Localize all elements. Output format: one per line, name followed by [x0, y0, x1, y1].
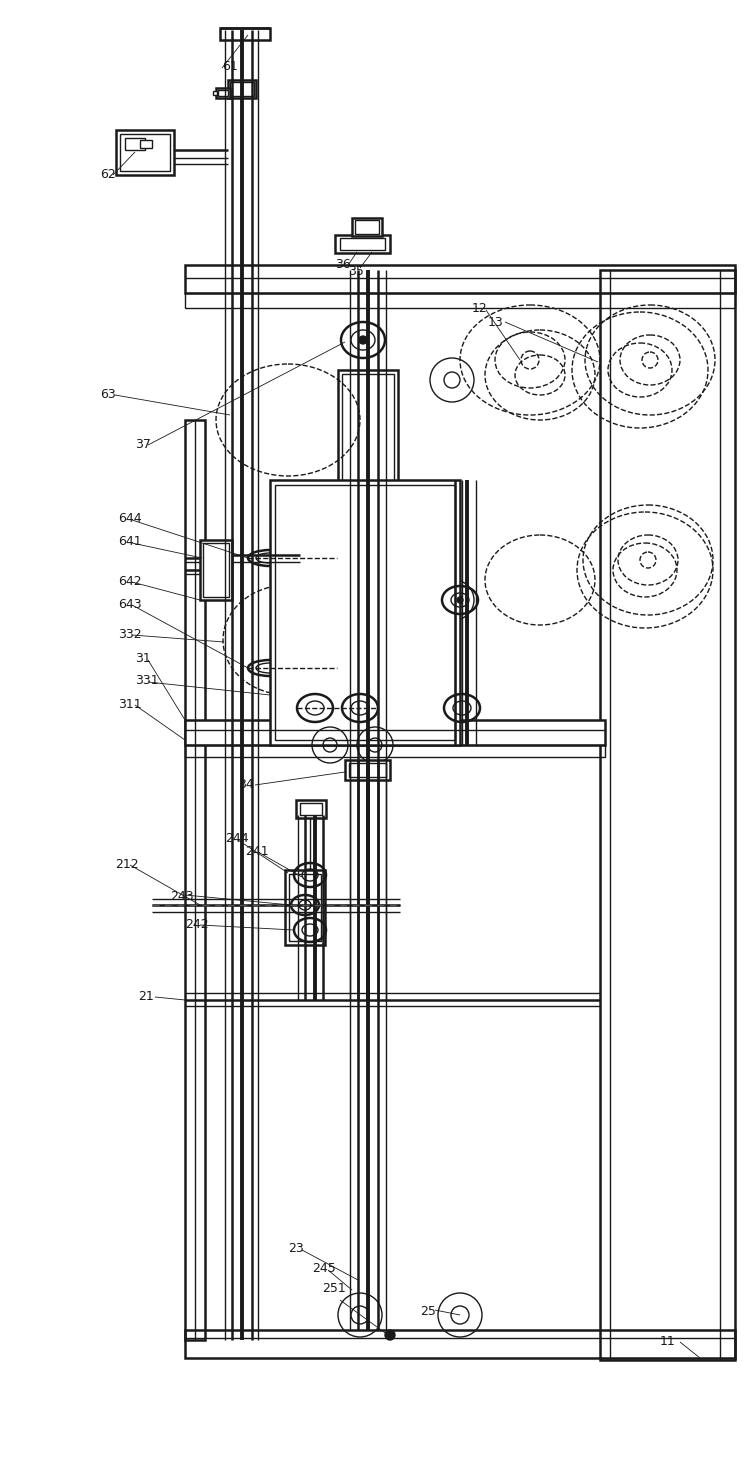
Text: 644: 644 — [118, 512, 142, 525]
Text: 62: 62 — [100, 168, 116, 181]
Bar — [185, 293, 735, 307]
Bar — [289, 874, 321, 941]
Ellipse shape — [451, 597, 457, 603]
Text: 25: 25 — [420, 1305, 436, 1318]
Bar — [185, 1330, 735, 1358]
Bar — [185, 744, 605, 758]
Text: 34: 34 — [238, 778, 254, 791]
Bar — [185, 265, 735, 293]
Bar — [116, 129, 174, 175]
Bar — [270, 480, 460, 744]
Bar — [285, 869, 325, 944]
Bar — [340, 238, 385, 250]
Bar — [228, 79, 256, 99]
Text: 251: 251 — [322, 1283, 346, 1294]
Bar — [338, 371, 398, 490]
Text: 61: 61 — [222, 60, 237, 74]
Bar — [300, 803, 322, 815]
Bar — [216, 88, 230, 99]
Text: 37: 37 — [135, 438, 151, 452]
Text: 332: 332 — [118, 628, 142, 641]
Bar — [296, 800, 326, 818]
Text: 36: 36 — [335, 257, 351, 271]
Bar — [355, 221, 379, 234]
Text: 241: 241 — [245, 844, 269, 858]
Bar — [349, 763, 386, 777]
Bar — [345, 761, 390, 780]
Bar — [120, 134, 170, 171]
Text: 331: 331 — [135, 674, 159, 687]
Ellipse shape — [385, 1330, 395, 1340]
Ellipse shape — [359, 335, 367, 344]
Bar — [218, 90, 228, 96]
Text: 643: 643 — [118, 599, 142, 610]
Ellipse shape — [457, 597, 463, 603]
Text: 63: 63 — [100, 388, 116, 402]
Text: 11: 11 — [660, 1336, 676, 1347]
Bar — [342, 374, 394, 485]
Bar — [230, 82, 254, 96]
Bar — [185, 719, 605, 744]
Bar — [200, 540, 232, 600]
Bar — [220, 28, 270, 40]
Text: 242: 242 — [185, 918, 209, 931]
Bar — [352, 218, 382, 235]
Bar — [140, 140, 152, 149]
Text: 35: 35 — [348, 265, 364, 278]
Text: 31: 31 — [135, 652, 151, 665]
Text: 642: 642 — [118, 575, 142, 588]
Text: 21: 21 — [138, 990, 154, 1003]
Text: 13: 13 — [488, 316, 504, 330]
Bar — [203, 543, 229, 597]
Text: 244: 244 — [225, 833, 249, 844]
Text: 243: 243 — [170, 890, 194, 903]
Text: 23: 23 — [288, 1242, 304, 1255]
Bar — [213, 91, 217, 96]
Text: 12: 12 — [472, 302, 488, 315]
Bar — [125, 138, 145, 150]
Bar — [185, 421, 205, 1340]
Text: 245: 245 — [312, 1262, 336, 1275]
Bar — [335, 235, 390, 253]
Bar — [600, 271, 735, 1361]
Text: 212: 212 — [115, 858, 139, 871]
Text: 311: 311 — [118, 699, 142, 710]
Text: 641: 641 — [118, 535, 142, 549]
Bar — [275, 485, 455, 740]
